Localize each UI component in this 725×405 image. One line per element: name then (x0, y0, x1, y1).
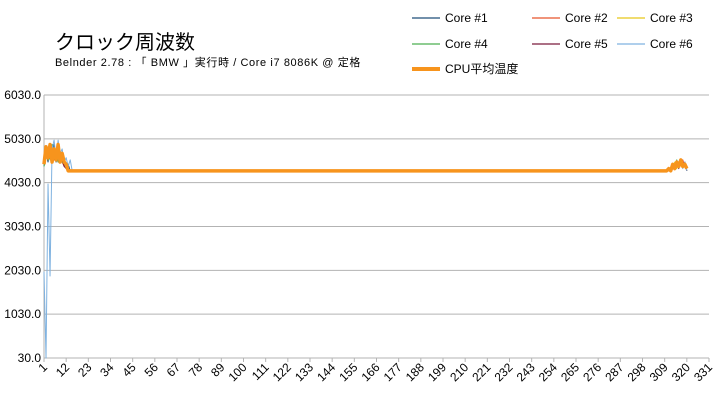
x-tick-label: 23 (75, 360, 95, 380)
y-tick-label: 3030.0 (4, 220, 41, 234)
x-tick-label: 309 (647, 360, 671, 384)
x-tick-label: 155 (336, 360, 360, 384)
x-tick-label: 298 (625, 360, 649, 384)
y-tick-label: 5030.0 (4, 132, 41, 146)
x-tick-label: 67 (164, 360, 184, 380)
legend-label: Core #2 (565, 11, 608, 25)
legend-item: Core #3 (617, 11, 693, 25)
legend-item: Core #1 (412, 11, 488, 25)
x-tick-label: 89 (208, 360, 228, 380)
legend-item: Core #6 (617, 37, 693, 51)
series-line (43, 139, 688, 359)
chart-subtitle: Belnder 2.78 : 「 BMW 」実行時 / Core i7 8086… (55, 55, 361, 69)
series-line (42, 142, 689, 173)
legend: Core #1 Core #2 Core #3 Core #4 Core #5 Core … (412, 11, 693, 76)
x-tick-label: 188 (403, 360, 427, 384)
x-tick-label: 144 (314, 360, 338, 384)
x-tick-label: 78 (186, 360, 206, 380)
legend-label: Core #6 (650, 37, 693, 51)
axes: 30.0 1030.0 2030.0 3030.0 4030.0 5030.0 6030.0… (4, 88, 715, 384)
x-tick-label: 232 (492, 360, 516, 384)
legend-label: Core #1 (445, 11, 488, 25)
x-tick-label: 177 (381, 360, 405, 384)
legend-label: Core #3 (650, 11, 693, 25)
x-tick-label: 199 (425, 360, 449, 384)
x-tick-label: 100 (226, 360, 250, 384)
x-tick-label: 243 (514, 360, 538, 384)
x-tick-label: 276 (580, 360, 604, 384)
x-tick-label: 320 (669, 360, 693, 384)
x-tick-label: 122 (270, 360, 294, 384)
x-tick-label: 254 (536, 360, 560, 384)
x-tick-label: 133 (292, 360, 316, 384)
legend-item: CPU平均温度 (412, 61, 518, 76)
x-tick-label: 265 (558, 360, 582, 384)
y-tick-label: 2030.0 (4, 263, 41, 277)
x-tick-label: 45 (119, 360, 139, 380)
x-tick-label: 56 (142, 360, 162, 380)
legend-label: CPU平均温度 (445, 61, 518, 76)
chart-title: クロック周波数 (55, 31, 195, 54)
y-tick-label: 6030.0 (4, 88, 41, 102)
series (42, 139, 689, 359)
x-tick-label: 210 (447, 360, 471, 384)
x-tick-label: 221 (469, 360, 493, 384)
legend-label: Core #4 (445, 37, 488, 51)
x-tick-label: 287 (602, 360, 626, 384)
legend-item: Core #4 (412, 37, 488, 51)
grid (44, 94, 709, 359)
x-tick-label: 111 (249, 360, 272, 383)
series-line (43, 148, 688, 172)
legend-item: Core #2 (532, 11, 608, 25)
y-tick-label: 30.0 (18, 351, 42, 365)
x-tick-label: 1 (35, 360, 50, 375)
legend-item: Core #5 (532, 37, 608, 51)
x-tick-label: 34 (97, 360, 117, 380)
series-line (43, 144, 688, 172)
series-line (43, 146, 688, 172)
x-tick-label: 331 (691, 360, 715, 384)
x-tick-label: 12 (53, 360, 73, 380)
series-line (43, 144, 688, 172)
x-tick-label: 166 (359, 360, 383, 384)
series-line (43, 148, 688, 172)
legend-label: Core #5 (565, 37, 608, 51)
y-tick-label: 1030.0 (4, 307, 41, 321)
y-tick-label: 4030.0 (4, 176, 41, 190)
